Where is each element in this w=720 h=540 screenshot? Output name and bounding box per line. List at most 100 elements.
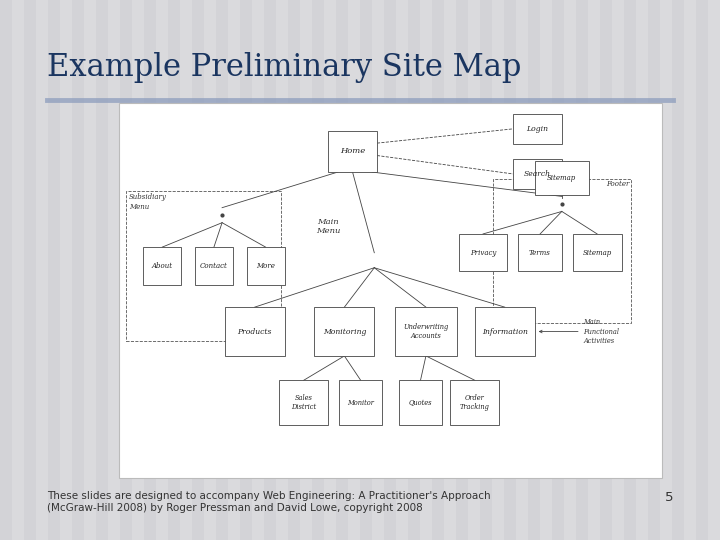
Bar bbox=[288, 0, 300, 540]
Text: These slides are designed to accompany Web Engineering: A Practitioner's Approac: These slides are designed to accompany W… bbox=[47, 491, 490, 513]
Bar bbox=[204, 0, 216, 540]
Bar bbox=[252, 0, 264, 540]
Bar bbox=[156, 0, 168, 540]
Text: Example Preliminary Site Map: Example Preliminary Site Map bbox=[47, 52, 521, 83]
Bar bbox=[432, 0, 444, 540]
Bar bbox=[143, 247, 181, 285]
Bar bbox=[420, 0, 432, 540]
Bar bbox=[384, 0, 396, 540]
Bar bbox=[480, 0, 492, 540]
Bar bbox=[216, 0, 228, 540]
Bar bbox=[0, 0, 12, 540]
Bar bbox=[504, 0, 516, 540]
Bar bbox=[315, 307, 374, 356]
Bar bbox=[48, 0, 60, 540]
Bar bbox=[279, 380, 328, 426]
Bar bbox=[395, 307, 457, 356]
Bar bbox=[600, 0, 612, 540]
Bar bbox=[276, 0, 288, 540]
Bar bbox=[396, 0, 408, 540]
Text: Quotes: Quotes bbox=[409, 399, 432, 407]
Bar bbox=[399, 380, 442, 426]
Bar bbox=[264, 0, 276, 540]
Bar bbox=[60, 0, 72, 540]
Bar bbox=[552, 0, 564, 540]
Bar bbox=[516, 0, 528, 540]
Bar bbox=[195, 247, 233, 285]
Text: Monitor: Monitor bbox=[347, 399, 374, 407]
Bar bbox=[328, 131, 377, 172]
Text: Terms: Terms bbox=[529, 249, 551, 256]
Bar bbox=[684, 0, 696, 540]
Bar bbox=[564, 0, 576, 540]
Bar bbox=[444, 0, 456, 540]
Bar bbox=[451, 380, 500, 426]
Bar bbox=[572, 234, 621, 272]
Bar bbox=[192, 0, 204, 540]
Bar bbox=[372, 0, 384, 540]
Text: Subsidiary
Menu: Subsidiary Menu bbox=[129, 193, 167, 211]
Bar bbox=[540, 0, 552, 540]
Bar bbox=[36, 0, 48, 540]
Bar bbox=[456, 0, 468, 540]
Bar bbox=[228, 0, 240, 540]
Bar bbox=[324, 0, 336, 540]
Bar bbox=[72, 0, 84, 540]
Bar bbox=[348, 0, 360, 540]
Bar bbox=[108, 0, 120, 540]
Bar bbox=[513, 159, 562, 189]
Bar bbox=[535, 161, 589, 194]
Bar bbox=[660, 0, 672, 540]
Bar bbox=[312, 0, 324, 540]
Text: Monitoring: Monitoring bbox=[323, 328, 366, 335]
Bar bbox=[132, 0, 144, 540]
Bar bbox=[168, 0, 180, 540]
Text: Information: Information bbox=[482, 328, 528, 335]
Bar bbox=[468, 0, 480, 540]
Bar bbox=[408, 0, 420, 540]
Bar bbox=[125, 191, 281, 341]
Bar bbox=[588, 0, 600, 540]
Bar bbox=[624, 0, 636, 540]
Bar bbox=[12, 0, 24, 540]
Text: Sitemap: Sitemap bbox=[582, 249, 612, 256]
Text: About: About bbox=[152, 262, 173, 270]
Text: Sales
District: Sales District bbox=[291, 394, 316, 411]
Text: Footer: Footer bbox=[606, 180, 630, 188]
Bar bbox=[360, 0, 372, 540]
Text: Products: Products bbox=[238, 328, 272, 335]
Bar bbox=[120, 0, 132, 540]
Text: 5: 5 bbox=[665, 491, 673, 504]
Bar bbox=[240, 0, 252, 540]
Text: Sitemap: Sitemap bbox=[547, 174, 577, 181]
Bar bbox=[246, 247, 284, 285]
Bar bbox=[180, 0, 192, 540]
Text: Login: Login bbox=[526, 125, 549, 133]
Bar bbox=[576, 0, 588, 540]
Text: More: More bbox=[256, 262, 275, 270]
Bar bbox=[513, 114, 562, 144]
Bar bbox=[144, 0, 156, 540]
Bar bbox=[459, 234, 508, 272]
Text: Search: Search bbox=[524, 170, 551, 178]
Bar bbox=[648, 0, 660, 540]
Bar bbox=[636, 0, 648, 540]
Text: Main
Menu: Main Menu bbox=[316, 218, 341, 235]
Bar bbox=[119, 103, 662, 478]
Bar bbox=[696, 0, 708, 540]
Text: Contact: Contact bbox=[200, 262, 228, 270]
Bar bbox=[528, 0, 540, 540]
Text: Underwriting
Accounts: Underwriting Accounts bbox=[403, 323, 449, 340]
Text: Home: Home bbox=[340, 147, 365, 156]
Bar bbox=[24, 0, 36, 540]
Bar bbox=[339, 380, 382, 426]
Bar bbox=[475, 307, 535, 356]
Bar bbox=[84, 0, 96, 540]
Bar bbox=[708, 0, 720, 540]
Bar bbox=[96, 0, 108, 540]
Bar bbox=[492, 0, 504, 540]
Bar bbox=[492, 179, 631, 323]
Bar bbox=[225, 307, 284, 356]
Bar bbox=[518, 234, 562, 272]
Text: Main
Functional
Activities: Main Functional Activities bbox=[539, 319, 620, 345]
